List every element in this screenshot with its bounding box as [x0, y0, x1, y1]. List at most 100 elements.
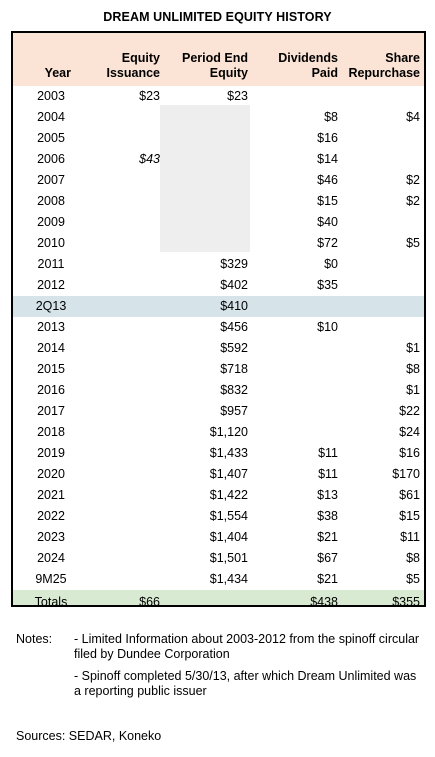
table-row: 2004 $8 $4 — [13, 107, 424, 128]
cell-dividends-paid: $67 — [317, 551, 338, 565]
cell-share-repurchase: $5 — [406, 572, 420, 586]
table-row: 2014 $592 $1 — [13, 338, 424, 359]
cell-share-repurchase: $8 — [406, 362, 420, 376]
cell-share-repurchase: $2 — [406, 194, 420, 208]
table-title: DREAM UNLIMITED EQUITY HISTORY — [103, 10, 332, 24]
cell-year: 2006 — [37, 152, 65, 166]
table-row: 2003 $23 $23 — [13, 86, 424, 107]
cell-share-repurchase: $170 — [392, 467, 420, 481]
note-item: - Spinoff completed 5/30/13, after which… — [74, 669, 417, 698]
cell-share-repurchase: $15 — [399, 509, 420, 523]
cell-year: 2015 — [37, 362, 65, 376]
table-row: 2009 $40 — [13, 212, 424, 233]
header-period-end-equity: Period End Equity — [182, 51, 248, 80]
notes-label: Notes: — [16, 632, 53, 646]
table-row: 2007 $46 $2 — [13, 170, 424, 191]
cell-period-end-equity: $1,404 — [209, 530, 248, 544]
cell-share-repurchase: $11 — [400, 530, 420, 544]
table-row: 2018 $1,120 $24 — [13, 422, 424, 443]
table-row: 2020 $1,407 $11 $170 — [13, 464, 424, 485]
total-dividends-paid: $438 — [310, 595, 338, 607]
cell-share-repurchase: $22 — [399, 404, 420, 418]
cell-share-repurchase: $61 — [399, 488, 420, 502]
cell-period-end-equity: $402 — [220, 278, 248, 292]
table-row: 2005 $16 — [13, 128, 424, 149]
cell-dividends-paid: $0 — [324, 257, 338, 271]
cell-dividends-paid: $8 — [324, 110, 338, 124]
table-row: 2010 $72 $5 — [13, 233, 424, 254]
cell-share-repurchase: $16 — [399, 446, 420, 460]
header-equity-issuance: Equity Issuance — [106, 51, 160, 80]
cell-period-end-equity: $329 — [220, 257, 248, 271]
table-row: 2Q13 $410 — [13, 296, 424, 317]
cell-dividends-paid: $11 — [318, 467, 338, 481]
cell-year: 2010 — [37, 236, 65, 250]
cell-year: 2007 — [37, 173, 65, 187]
cell-dividends-paid: $16 — [317, 131, 338, 145]
cell-share-repurchase: $8 — [406, 551, 420, 565]
cell-year: 2004 — [37, 110, 65, 124]
cell-dividends-paid: $40 — [317, 215, 338, 229]
header-dividends-paid: Dividends Paid — [278, 51, 338, 80]
cell-year: 2005 — [37, 131, 65, 145]
cell-year: 2003 — [37, 89, 65, 103]
cell-share-repurchase: $1 — [406, 341, 420, 355]
table-row: 2008 $15 $2 — [13, 191, 424, 212]
cell-year: 9M25 — [35, 572, 67, 586]
cell-year: 2014 — [37, 341, 65, 355]
cell-year: 2009 — [37, 215, 65, 229]
cell-dividends-paid: $13 — [317, 488, 338, 502]
sources-line: Sources: SEDAR, Koneko — [16, 729, 162, 743]
cell-dividends-paid: $10 — [317, 320, 338, 334]
cell-equity-issuance: $43 — [139, 152, 160, 166]
equity-history-table: Year Equity Issuance Period End Equity Div… — [11, 31, 426, 607]
cell-dividends-paid: $15 — [317, 194, 338, 208]
cell-year: 2024 — [37, 551, 65, 565]
cell-year: 2008 — [37, 194, 65, 208]
cell-dividends-paid: $14 — [317, 152, 338, 166]
cell-period-end-equity: $23 — [227, 89, 248, 103]
cell-period-end-equity: $1,433 — [209, 446, 248, 460]
table-row: 2013 $456 $10 — [13, 317, 424, 338]
total-equity-issuance: $66 — [139, 595, 160, 607]
cell-period-end-equity: $1,422 — [209, 488, 248, 502]
table-row: 2011 $329 $0 — [13, 254, 424, 275]
cell-period-end-equity: $1,501 — [209, 551, 248, 565]
cell-period-end-equity: $832 — [220, 383, 248, 397]
cell-dividends-paid: $21 — [317, 530, 338, 544]
table-row: 2021 $1,422 $13 $61 — [13, 485, 424, 506]
cell-period-end-equity: $957 — [220, 404, 248, 418]
cell-share-repurchase: $2 — [406, 173, 420, 187]
table-row: 2019 $1,433 $11 $16 — [13, 443, 424, 464]
cell-year: 2Q13 — [35, 299, 67, 313]
cell-year: 2016 — [37, 383, 65, 397]
cell-year: 2013 — [37, 320, 65, 334]
cell-dividends-paid: $38 — [317, 509, 338, 523]
cell-dividends-paid: $35 — [317, 278, 338, 292]
totals-row: Totals $66 $438 $355 — [13, 590, 424, 607]
totals-label: Totals — [34, 595, 68, 607]
table-row: 2016 $832 $1 — [13, 380, 424, 401]
header-share-repurchase: Share Repurchase — [348, 51, 420, 80]
cell-year: 2020 — [37, 467, 65, 481]
table-row: 2017 $957 $22 — [13, 401, 424, 422]
cell-year: 2011 — [37, 257, 65, 271]
cell-year: 2021 — [37, 488, 65, 502]
cell-year: 2019 — [37, 446, 65, 460]
total-share-repurchase: $355 — [392, 595, 420, 607]
note-item: - Limited Information about 2003-2012 fr… — [74, 632, 420, 661]
cell-period-end-equity: $456 — [220, 320, 248, 334]
cell-dividends-paid: $46 — [317, 173, 338, 187]
table-row: 2024 $1,501 $67 $8 — [13, 548, 424, 569]
cell-dividends-paid: $72 — [317, 236, 338, 250]
cell-share-repurchase: $1 — [406, 383, 420, 397]
cell-period-end-equity: $1,120 — [209, 425, 248, 439]
cell-period-end-equity: $1,434 — [209, 572, 248, 586]
table-header: Year Equity Issuance Period End Equity Div… — [13, 33, 424, 86]
cell-equity-issuance: $23 — [139, 89, 160, 103]
cell-dividends-paid: $21 — [317, 572, 338, 586]
table-row: 2022 $1,554 $38 $15 — [13, 506, 424, 527]
cell-period-end-equity: $1,407 — [209, 467, 248, 481]
table-row: 2023 $1,404 $21 $11 — [13, 527, 424, 548]
table-row: 9M25 $1,434 $21 $5 — [13, 569, 424, 590]
